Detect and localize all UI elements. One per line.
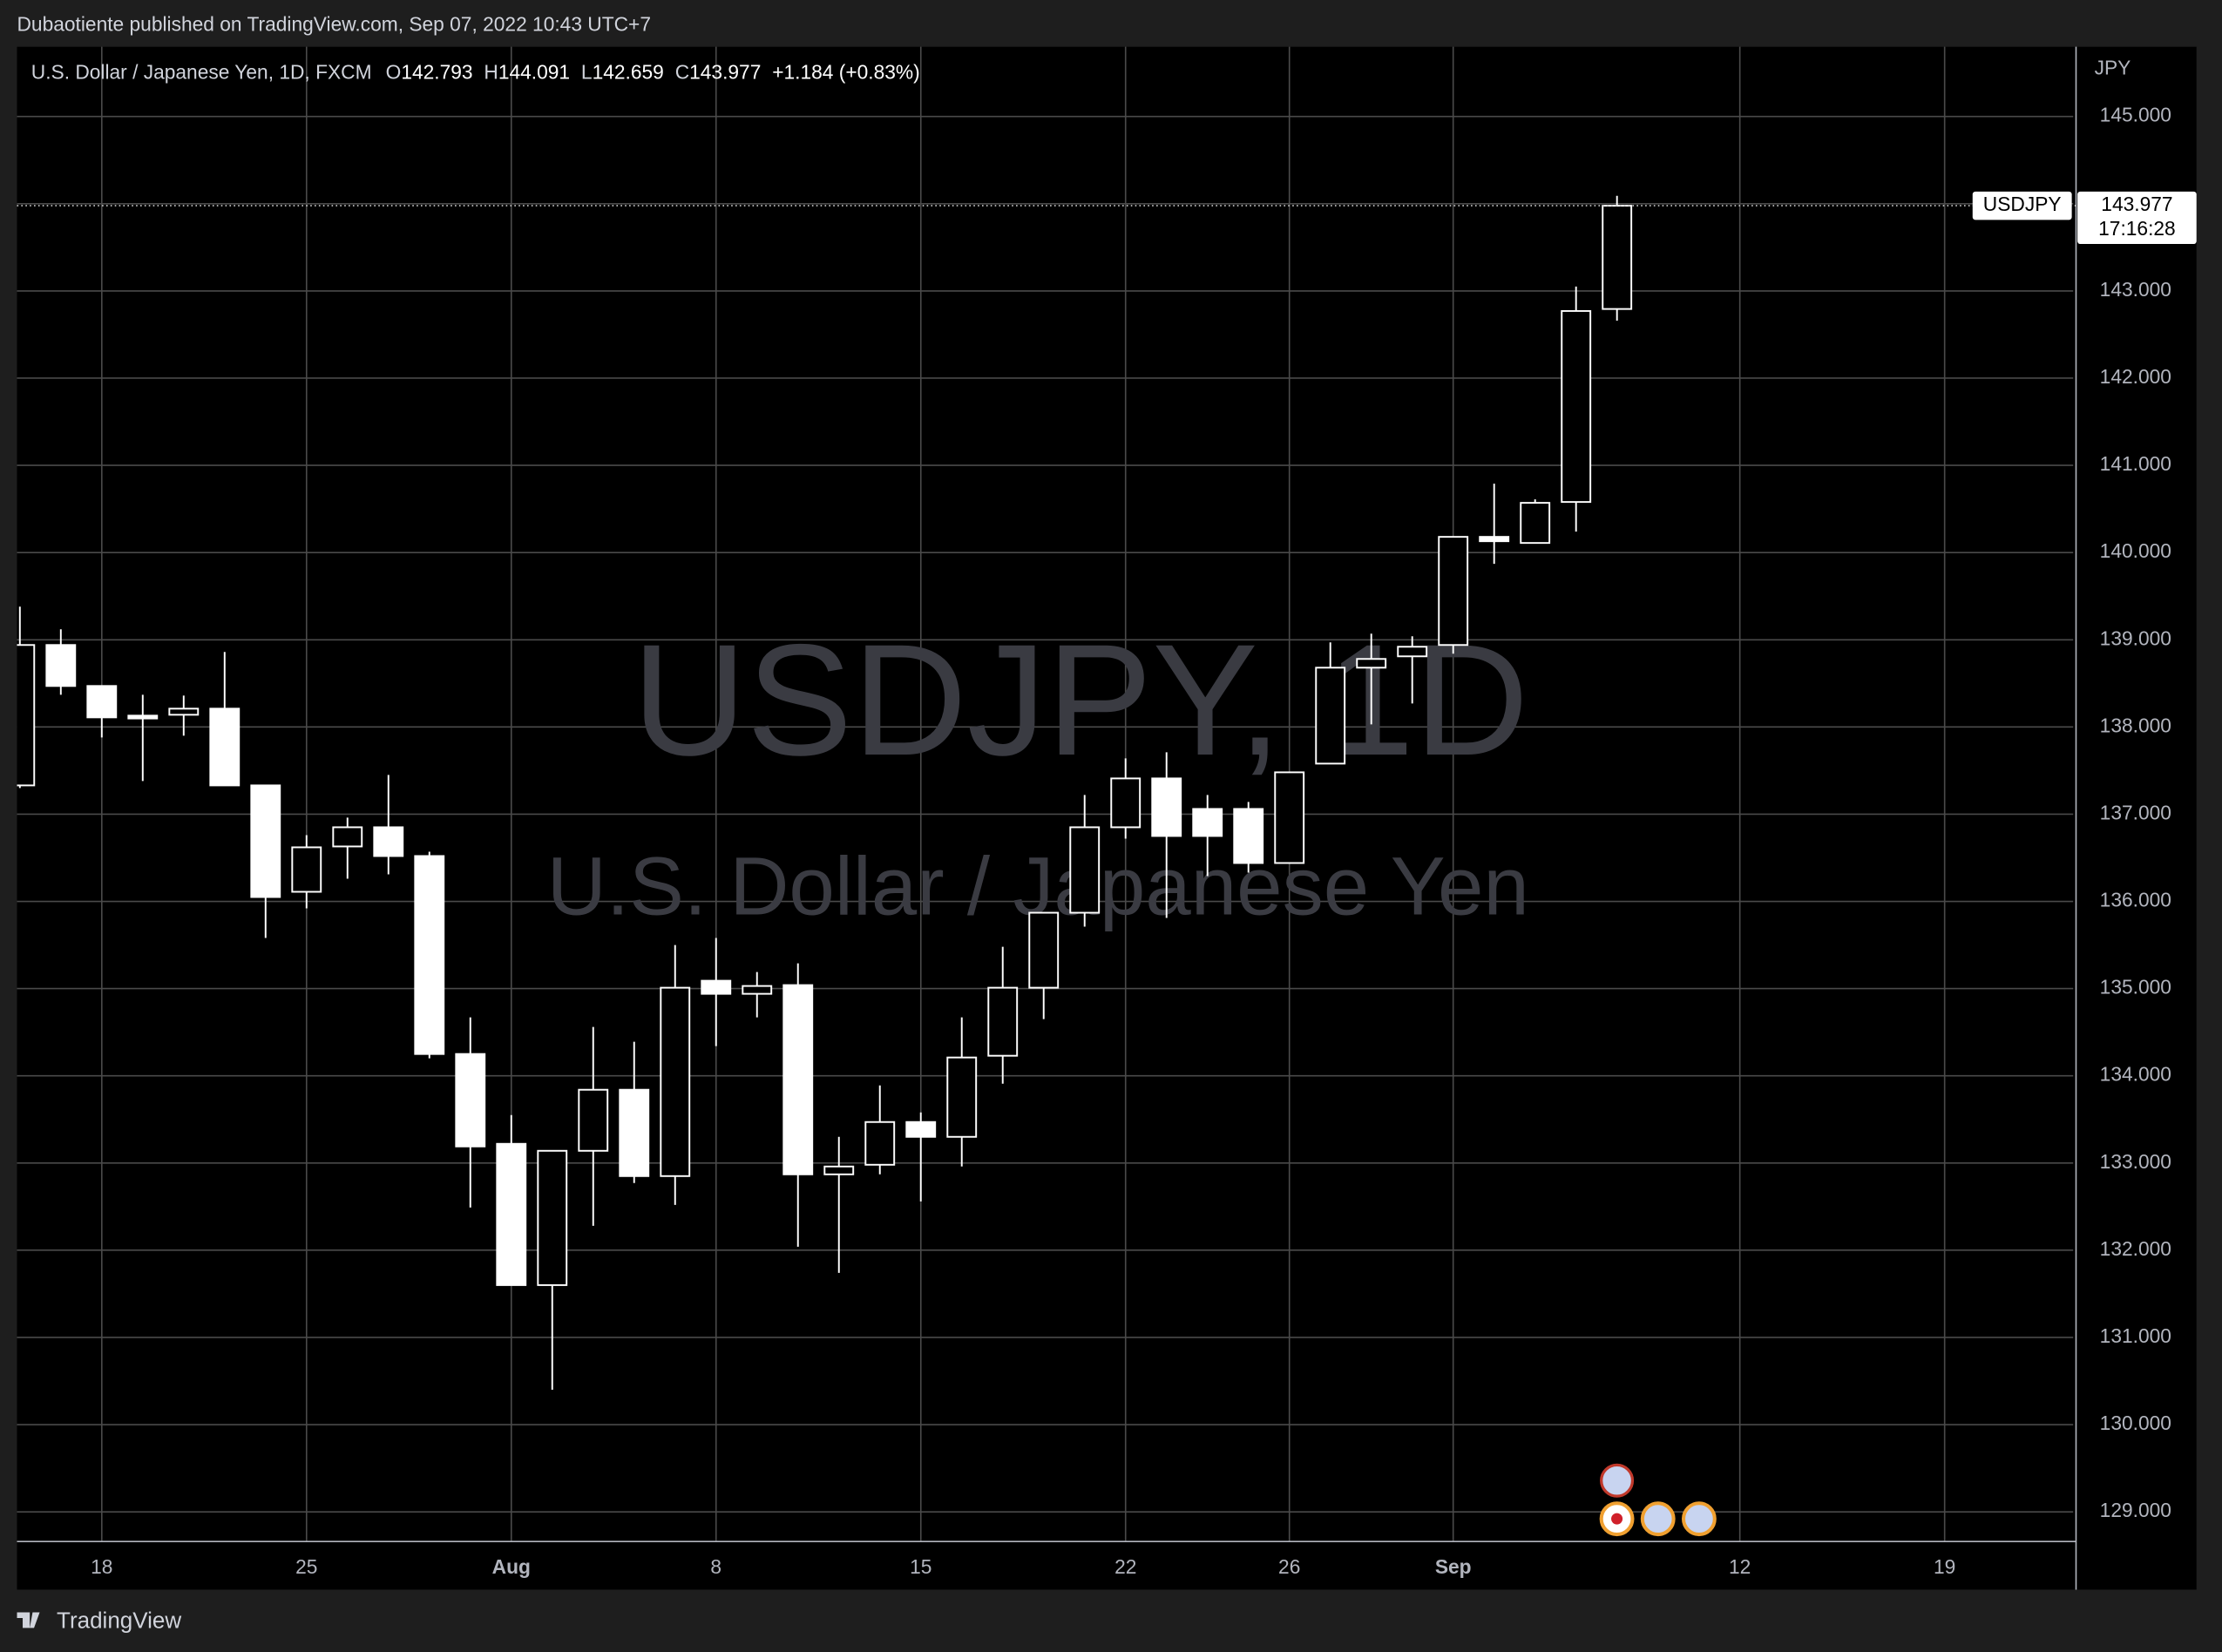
- candle-body: [1602, 205, 1633, 310]
- y-tick-label: 134.000: [2100, 1063, 2171, 1086]
- y-tick-label: 131.000: [2100, 1324, 2171, 1347]
- publisher: Dubaotiente published on TradingView.com…: [17, 12, 651, 35]
- candle-body: [619, 1088, 650, 1177]
- brand: TradingView: [57, 1608, 181, 1634]
- candle-body: [782, 984, 814, 1175]
- candle-body: [1397, 646, 1428, 658]
- candle-body: [86, 685, 118, 719]
- x-tick-label: 15: [910, 1555, 931, 1578]
- candle-body: [1069, 826, 1101, 914]
- y-tick-label: 139.000: [2100, 626, 2171, 649]
- x-tick-label: 12: [1729, 1555, 1751, 1578]
- open-value: 142.793: [401, 61, 472, 84]
- y-tick-label: 140.000: [2100, 539, 2171, 562]
- candle-body: [496, 1142, 527, 1286]
- candle-body: [1315, 667, 1346, 765]
- candle-body: [127, 714, 159, 720]
- candle-body: [1192, 808, 1223, 837]
- x-tick-label: Aug: [492, 1555, 531, 1578]
- candle-body: [1520, 502, 1551, 545]
- x-tick-label: 25: [295, 1555, 317, 1578]
- ohlc-label: C: [675, 61, 689, 84]
- event-icons: [1599, 1463, 1717, 1537]
- x-tick-label: 8: [710, 1555, 721, 1578]
- candle-body: [742, 985, 773, 995]
- y-tick-label: 132.000: [2100, 1237, 2171, 1260]
- grid: [17, 46, 2074, 1542]
- ohlc-label: L: [581, 61, 593, 84]
- x-tick-label: 26: [1278, 1555, 1300, 1578]
- symbol-tag: [1972, 191, 2072, 220]
- y-tick-label: 135.000: [2100, 976, 2171, 999]
- candle-body: [1356, 658, 1387, 669]
- candle-body: [291, 846, 322, 893]
- ohlc-label: O: [386, 61, 402, 84]
- chart-panel: [17, 46, 2197, 1590]
- close-value: 143.977: [689, 61, 761, 84]
- y-tick-label: 143.000: [2100, 278, 2171, 301]
- watermark-title: USDJPY, 1D: [632, 611, 1528, 789]
- candle-body: [168, 708, 200, 716]
- x-tick-label: Sep: [1435, 1555, 1472, 1578]
- candle-body: [209, 708, 240, 787]
- y-tick-label: 136.000: [2100, 889, 2171, 911]
- candle-body: [45, 644, 77, 687]
- candle-body: [332, 826, 363, 848]
- candles: [17, 195, 1633, 1391]
- candle-body: [1233, 808, 1264, 864]
- candle-body: [987, 986, 1019, 1057]
- high-value: 144.091: [498, 61, 570, 84]
- candle-body: [414, 855, 445, 1055]
- y-tick-label: 141.000: [2100, 452, 2171, 475]
- candle-body: [660, 986, 691, 1177]
- event-icon-dot: [1611, 1513, 1623, 1525]
- brand-logo: [17, 1612, 40, 1628]
- candle-body: [905, 1121, 937, 1138]
- candle-body: [1028, 911, 1060, 989]
- y-tick-label: 133.000: [2100, 1150, 2171, 1173]
- y-tick-label: 138.000: [2100, 714, 2171, 736]
- candle-body: [1151, 777, 1182, 837]
- candle-body: [537, 1149, 568, 1286]
- countdown: 17:16:28: [2098, 217, 2176, 240]
- x-tick-label: 19: [1934, 1555, 1955, 1578]
- event-icon: [1640, 1501, 1676, 1537]
- instrument: U.S. Dollar / Japanese Yen, 1D, FXCM: [31, 61, 372, 84]
- candle-body: [1438, 536, 1469, 647]
- candle-body: [455, 1053, 486, 1148]
- candle-body: [373, 826, 404, 857]
- candle-body: [1479, 536, 1510, 543]
- price-tag-value: 143.977: [2101, 193, 2172, 215]
- candle-body: [250, 784, 281, 898]
- currency: JPY: [2095, 57, 2131, 79]
- price-tag: [2077, 191, 2197, 245]
- ohlc-label: H: [484, 61, 498, 84]
- candle-body: [946, 1056, 978, 1138]
- candle-body: [701, 979, 732, 995]
- candle-body: [823, 1165, 855, 1175]
- symbol-tag-label: USDJPY: [1983, 193, 2062, 215]
- candle-body: [1274, 771, 1305, 864]
- change: +1.184 (+0.83%): [772, 61, 919, 84]
- y-tick-label: 137.000: [2100, 801, 2171, 823]
- legend: U.S. Dollar / Japanese Yen, 1D, FXCM O14…: [31, 61, 920, 84]
- event-icon: [1681, 1501, 1717, 1537]
- x-tick-label: 22: [1114, 1555, 1136, 1578]
- candle-body: [864, 1121, 896, 1166]
- candle-body: [578, 1088, 609, 1152]
- y-tick-label: 129.000: [2100, 1499, 2171, 1521]
- low-value: 142.659: [593, 61, 664, 84]
- candle-body: [1561, 309, 1592, 504]
- event-icon: [1600, 1463, 1635, 1498]
- candle-body: [1110, 777, 1141, 829]
- candle-body: [17, 644, 36, 787]
- y-tick-label: 145.000: [2100, 104, 2171, 126]
- x-tick-label: 18: [91, 1555, 112, 1578]
- y-tick-label: 142.000: [2100, 365, 2171, 388]
- y-tick-label: 130.000: [2100, 1412, 2171, 1434]
